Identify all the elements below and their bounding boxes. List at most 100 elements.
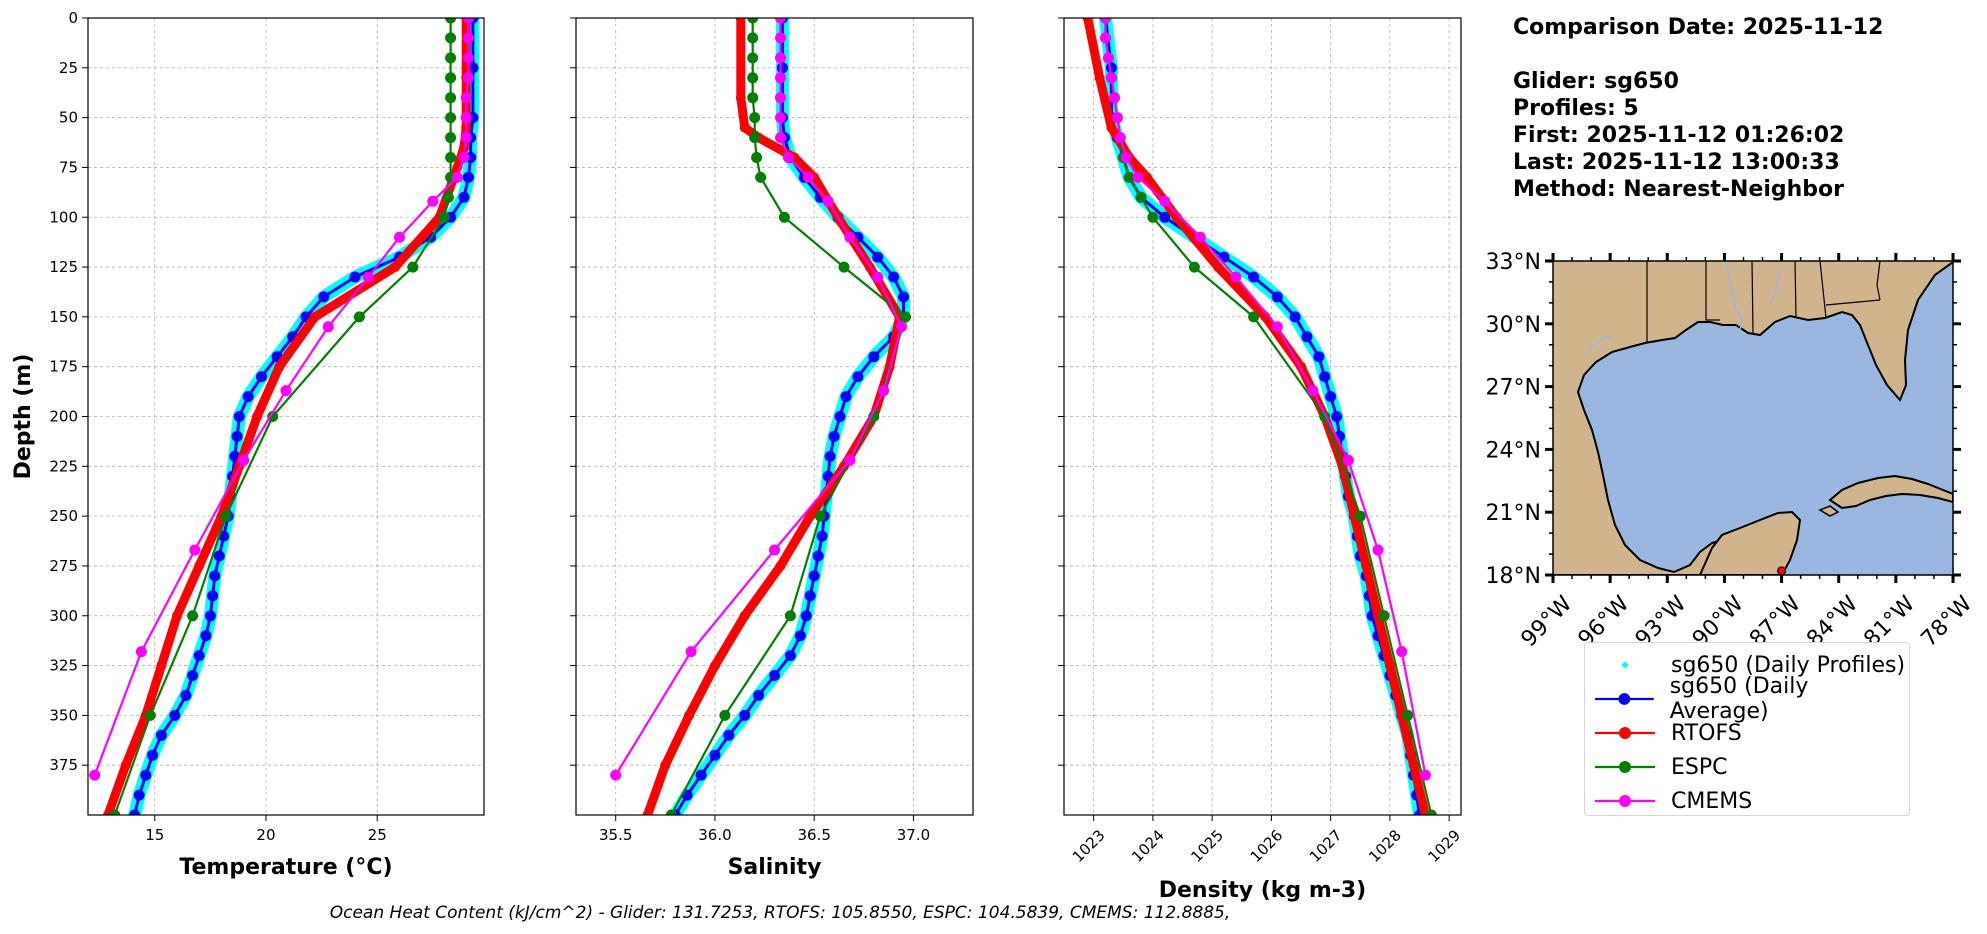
data-point-daily_average [834, 411, 846, 422]
x-tick-label: 25 [368, 826, 387, 844]
data-point-daily_average [1325, 391, 1337, 403]
panel-1: 0 25 50 75 100 125 150 175 200 225 250 275 300 325 350… [11, 9, 485, 880]
data-point-rtofs [309, 311, 320, 322]
data-point-daily_average [200, 630, 212, 642]
x-tick-label: 1026 [1247, 826, 1287, 866]
data-point-cmems [775, 112, 786, 124]
glider-name: Glider: sg650 [1513, 69, 1679, 94]
data-point-espc [1378, 610, 1390, 622]
data-point-espc [1248, 311, 1260, 323]
data-point-espc [747, 18, 759, 24]
y-tick-label: 150 [49, 308, 78, 326]
data-point-daily_average [1301, 331, 1313, 343]
data-point-rtofs [735, 18, 746, 23]
data-point-daily_average [1331, 411, 1343, 422]
series-group [610, 18, 911, 815]
data-point-cmems [610, 769, 622, 781]
data-point-rtofs [172, 610, 182, 621]
x-tick-label: 1027 [1306, 826, 1346, 866]
legend-symbol [1595, 693, 1654, 705]
gulf-map: 33°N30°N27°N24°N21°N18°N99°W96°W93°W90°W… [1486, 250, 1978, 652]
data-point-espc [445, 52, 457, 64]
data-point-espc [445, 132, 457, 144]
data-point-espc [1402, 709, 1414, 721]
data-point-daily_average [800, 610, 812, 622]
x-tick-label: 1029 [1424, 826, 1464, 866]
y-tick-label: 50 [59, 109, 78, 127]
data-point-cmems [1100, 18, 1111, 24]
data-point-rtofs [1094, 72, 1105, 83]
data-point-espc [749, 112, 761, 124]
legend-label: CMEMS [1671, 788, 1753, 814]
data-point-rtofs [120, 760, 131, 771]
data-point-cmems [775, 72, 786, 84]
data-point-rtofs [739, 610, 750, 621]
data-point-daily_average [207, 590, 219, 602]
data-point-rtofs [642, 810, 653, 815]
map-rivers [1589, 261, 1781, 351]
y-tick-label: 125 [49, 258, 78, 276]
data-point-cmems [896, 321, 907, 333]
data-point-cmems [1132, 171, 1144, 183]
data-point-espc [665, 809, 677, 815]
data-point-daily_average [147, 749, 158, 761]
method: Method: Nearest-Neighbor [1513, 177, 1844, 202]
data-point-espc [445, 72, 457, 84]
data-point-cmems [280, 385, 292, 397]
data-point-cmems [1111, 112, 1123, 124]
data-point-espc [445, 112, 457, 124]
data-point-rtofs [1408, 760, 1419, 771]
series-group [1082, 18, 1437, 815]
data-point-daily_average [695, 769, 707, 781]
axes-frame [1063, 17, 1462, 816]
data-point-espc [747, 72, 759, 84]
data-point-cmems [135, 646, 147, 658]
y-tick-label: 0 [68, 9, 78, 27]
data-point-espc [109, 809, 121, 815]
data-point-cmems [462, 52, 474, 64]
x-tick-label: 36.0 [698, 826, 731, 844]
axes-frame [87, 17, 485, 816]
data-point-rtofs [1106, 122, 1117, 133]
data-point-espc [778, 211, 790, 223]
data-point-cmems [1194, 231, 1206, 243]
x-tick-label: 15 [145, 826, 164, 844]
data-point-espc [144, 709, 156, 721]
legend-label: ESPC [1671, 754, 1728, 780]
data-point-cmems [878, 385, 890, 397]
data-point-espc [1425, 809, 1437, 815]
data-point-daily_average [180, 689, 192, 701]
lon-tick-label: 99°W [1517, 591, 1578, 652]
data-point-cmems [802, 171, 814, 183]
info-spacer [1513, 41, 1883, 68]
data-point-daily_average [769, 670, 780, 681]
series-line-cmems [1104, 18, 1427, 777]
data-point-cmems [1419, 769, 1431, 781]
data-point-espc [868, 411, 880, 422]
data-point-cmems [1307, 385, 1319, 397]
data-point-rtofs [735, 92, 746, 103]
data-point-daily_average [794, 630, 806, 642]
data-point-espc [442, 191, 454, 203]
data-point-cmems [362, 271, 374, 283]
data-point-daily_average [804, 590, 816, 602]
data-point-espc [187, 610, 199, 622]
data-point-daily_average [233, 411, 245, 422]
data-point-cmems [1396, 646, 1408, 658]
data-point-daily_average [723, 729, 735, 741]
map-land-yucatan [1698, 510, 1802, 575]
y-tick-label: 300 [49, 607, 78, 625]
data-point-daily_average [1289, 311, 1301, 323]
data-point-cmems [769, 544, 780, 556]
y-tick-label: 325 [49, 657, 78, 675]
data-point-espc [1188, 261, 1200, 273]
data-point-daily_average [1159, 211, 1171, 223]
data-point-cmems [1342, 454, 1354, 466]
first-time: First: 2025-11-12 01:26:02 [1513, 123, 1845, 148]
panel-2: 35.5 36.0 36.5 37.0 Salinity [570, 17, 974, 880]
data-point-espc [407, 261, 419, 273]
data-point-espc [1147, 211, 1159, 223]
data-point-cmems [844, 231, 856, 243]
data-point-cmems [1108, 92, 1120, 104]
